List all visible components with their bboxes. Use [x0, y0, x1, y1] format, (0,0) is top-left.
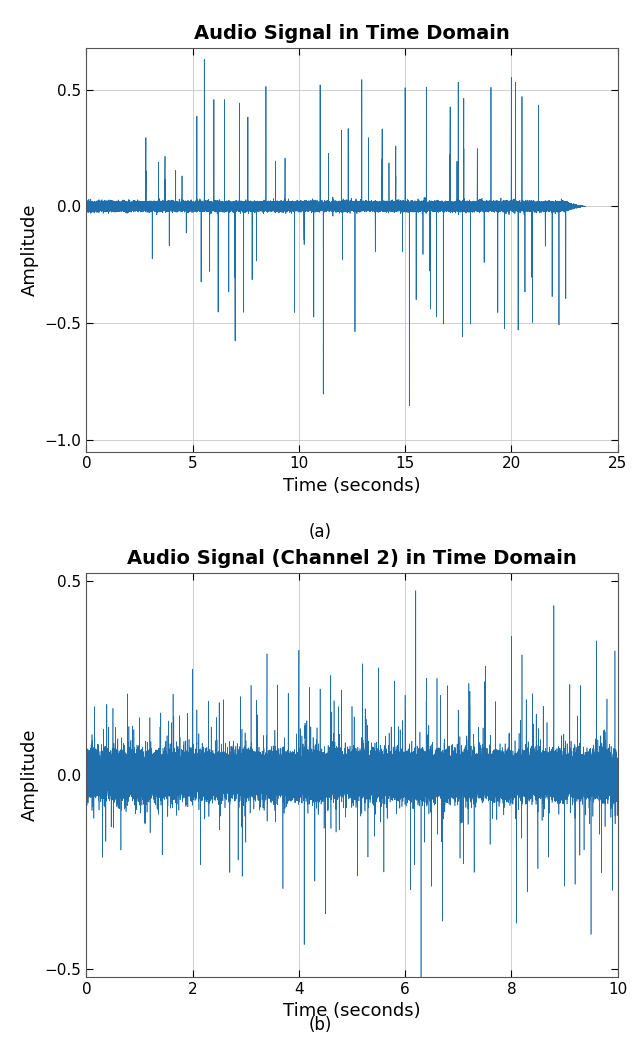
Title: Audio Signal in Time Domain: Audio Signal in Time Domain	[194, 24, 510, 43]
X-axis label: Time (seconds): Time (seconds)	[283, 477, 421, 495]
Y-axis label: Amplitude: Amplitude	[21, 729, 39, 821]
Y-axis label: Amplitude: Amplitude	[21, 204, 39, 296]
Text: (b): (b)	[308, 1016, 332, 1034]
Title: Audio Signal (Channel 2) in Time Domain: Audio Signal (Channel 2) in Time Domain	[127, 549, 577, 568]
Text: (a): (a)	[308, 523, 332, 541]
X-axis label: Time (seconds): Time (seconds)	[283, 1002, 421, 1020]
